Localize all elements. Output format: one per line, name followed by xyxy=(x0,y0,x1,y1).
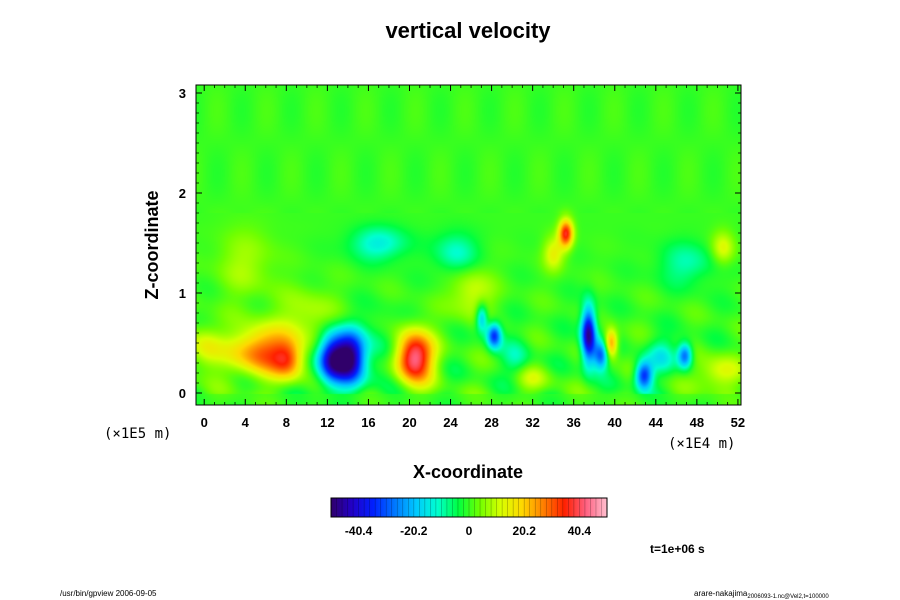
x-tick-label: 40 xyxy=(608,415,622,430)
x-tick-label: 16 xyxy=(361,415,375,430)
x-scale-note: (×1E4 m) xyxy=(668,436,735,452)
footer-right: arare-nakajima2006093-1.nc@Vel2,t=100000 xyxy=(694,589,829,600)
x-tick-label: 24 xyxy=(443,415,458,430)
y-tick-label: 3 xyxy=(179,86,186,101)
x-tick-label: 8 xyxy=(283,415,290,430)
x-tick-label: 0 xyxy=(201,415,208,430)
x-axis: 0 4 8 12 16 20 24 28 32 36 40 44 48 52 xyxy=(201,85,745,430)
footer-left: /usr/bin/gpview 2006-09-05 xyxy=(60,589,157,598)
footer-right-main: arare-nakajima xyxy=(694,589,748,598)
time-annotation: t=1e+06 s xyxy=(650,542,705,556)
x-tick-label: 36 xyxy=(566,415,580,430)
x-axis-label: X-coordinate xyxy=(413,462,523,482)
y-scale-note: (×1E5 m) xyxy=(104,426,171,442)
colorbar-frame xyxy=(330,497,608,518)
y-tick-label: 0 xyxy=(179,386,186,401)
colorbar-tick-label: 0 xyxy=(466,524,473,538)
heatmap-field xyxy=(196,85,741,405)
colorbar-tick-label: 20.2 xyxy=(513,524,537,538)
colorbar: -40.4 -20.2 0 20.2 40.4 xyxy=(330,497,608,538)
x-tick-label: 32 xyxy=(525,415,539,430)
x-tick-label: 52 xyxy=(731,415,745,430)
x-tick-label: 20 xyxy=(402,415,416,430)
x-tick-label: 12 xyxy=(320,415,334,430)
footer-right-sub: 2006093-1.nc@Vel2,t=100000 xyxy=(747,594,829,600)
y-axis: 0 1 2 3 xyxy=(179,86,741,401)
plot-frame xyxy=(195,84,742,406)
y-axis-label: Z-coordinate xyxy=(142,190,162,299)
x-tick-label: 44 xyxy=(649,415,664,430)
colorbar-tick-label: 40.4 xyxy=(568,524,592,538)
x-tick-label: 28 xyxy=(484,415,498,430)
y-tick-label: 1 xyxy=(179,286,186,301)
plot-area xyxy=(195,84,742,406)
x-tick-label: 48 xyxy=(690,415,704,430)
y-tick-label: 2 xyxy=(179,186,186,201)
colorbar-tick-label: -20.2 xyxy=(400,524,428,538)
chart-title: vertical velocity xyxy=(385,18,551,43)
colorbar-gradient xyxy=(331,498,607,517)
x-tick-label: 4 xyxy=(242,415,250,430)
colorbar-tick-label: -40.4 xyxy=(345,524,373,538)
